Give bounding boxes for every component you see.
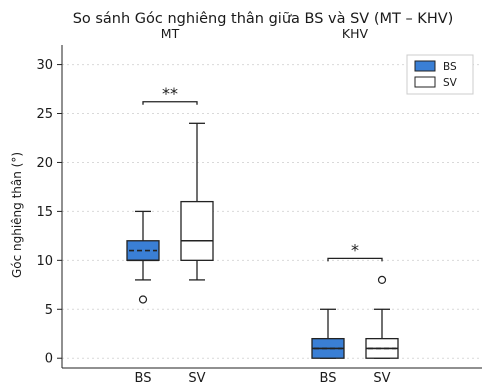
x-tick-label-khv-sv: SV: [373, 371, 390, 383]
chart-title: So sánh Góc nghiêng thân giữa BS và SV (…: [73, 11, 454, 27]
legend-label-bs: BS: [443, 61, 457, 73]
x-tick-label-mt-bs: BS: [135, 371, 152, 383]
x-tick-label-mt-sv: SV: [188, 371, 205, 383]
x-tick-label-khv-bs: BS: [320, 371, 337, 383]
y-tick-label-10: 10: [36, 254, 53, 269]
y-tick-label-0: 0: [45, 352, 53, 367]
legend: BS SV: [406, 54, 474, 95]
legend-label-sv: SV: [443, 77, 458, 89]
significance-mark-mt: **: [162, 84, 178, 103]
y-tick-label-5: 5: [45, 303, 53, 318]
group-label-khv: KHV: [342, 26, 369, 41]
y-tick-label-15: 15: [36, 205, 53, 220]
outlier-khv-sv-0: [377, 275, 387, 285]
significance-bracket-khv: [327, 257, 383, 262]
significance-mark-khv: *: [351, 240, 359, 259]
legend-swatch-sv: [414, 76, 436, 88]
y-tick-label-25: 25: [36, 107, 53, 122]
legend-swatch-bs: [414, 60, 436, 72]
significance-bracket-mt: [142, 101, 198, 105]
y-axis-label: Góc nghiêng thân (°): [10, 152, 24, 278]
outlier-mt-bs-0: [138, 295, 148, 304]
y-tick-label-30: 30: [36, 58, 53, 73]
box-mt-sv: [180, 200, 214, 261]
y-tick-label-20: 20: [36, 156, 53, 171]
group-label-mt: MT: [161, 26, 180, 41]
